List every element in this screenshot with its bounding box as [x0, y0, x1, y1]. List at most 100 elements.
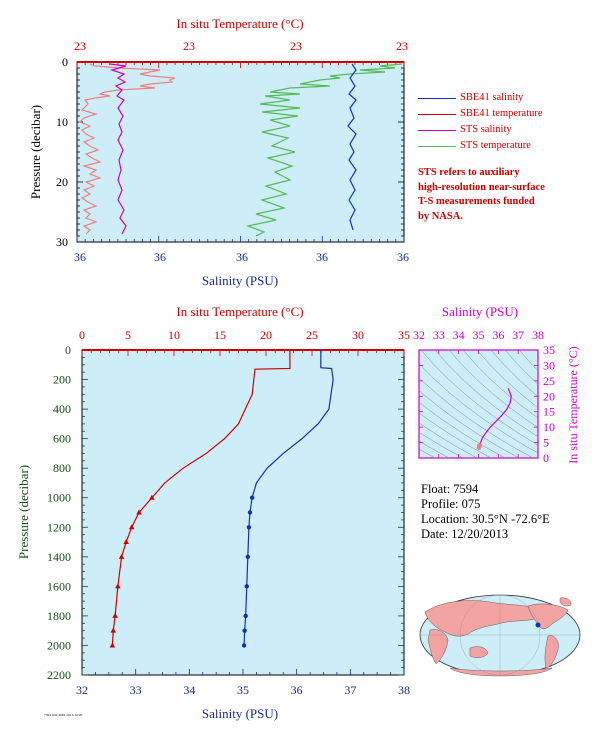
- ts-density-contours: [419, 350, 538, 458]
- top-sal-tick-1: 36: [74, 250, 86, 264]
- temperature-tick-label: 20: [260, 328, 272, 342]
- ts-temp-tick-label: 30: [543, 358, 555, 372]
- temperature-point: [118, 553, 125, 559]
- ts-salinity-tick-label: 32: [413, 328, 425, 342]
- sbe41-salinity-line: [243, 350, 334, 646]
- salinity-tick-label: 32: [76, 683, 88, 697]
- density-contour: [448, 350, 538, 428]
- pressure-tick-label: 1200: [47, 520, 71, 534]
- ts-temp-tick-label: 5: [543, 436, 549, 450]
- ts-temp-tick-label: 25: [543, 374, 555, 388]
- legend-label: SBE41 salinity: [460, 92, 524, 103]
- float-info: Float: 7594 Profile: 075 Location: 30.5°…: [421, 482, 550, 542]
- top-temp-axis-label: In situ Temperature (°C): [176, 16, 303, 31]
- density-contour: [419, 363, 538, 454]
- salinity-tick-label: 38: [398, 683, 410, 697]
- density-contour: [476, 350, 538, 409]
- ts-temp-tick-label: 15: [543, 405, 555, 419]
- ts-salinity-tick-labels: 32 33 34 35 36 37 38: [413, 328, 544, 342]
- temperature-tick-label: 25: [306, 328, 318, 342]
- legend-label: SBE41 temperature: [460, 108, 543, 119]
- salinity-tick-label: 36: [291, 683, 303, 697]
- salinity-point: [243, 613, 248, 619]
- top-sts-temperature-line: [245, 63, 403, 237]
- top-pres-tick-20: 20: [56, 175, 68, 189]
- bottom-temp-tick-labels: 0 5 10 15 20 25 30 35: [79, 328, 410, 342]
- bottom-plot-tickmarks: [81, 349, 405, 676]
- density-contour: [419, 440, 450, 458]
- top-pres-tick-10: 10: [56, 115, 68, 129]
- top-temp-tick-1: 23: [74, 39, 86, 53]
- float-location-marker: [535, 622, 541, 628]
- ts-temp-tick-label: 0: [543, 451, 549, 465]
- ts-tickmarks: [418, 349, 539, 459]
- temperature-point: [109, 642, 116, 648]
- bottom-temp-axis-label: In situ Temperature (°C): [176, 304, 303, 319]
- profile-date: Date: 12/20/2013: [421, 527, 509, 541]
- pressure-tick-label: 200: [53, 373, 71, 387]
- bottom-plot: In situ Temperature (°C) Salinity (PSU) …: [16, 304, 410, 721]
- bottom-salinity-tick-labels: 32 33 34 35 36 37 38: [76, 683, 410, 697]
- top-sal-tick-5: 36: [397, 250, 409, 264]
- bottom-plot-area: [81, 349, 405, 676]
- note-line: by NASA.: [418, 210, 463, 222]
- footer-tag: 7594 GM 4681 2013/12/20: [44, 713, 83, 717]
- temperature-tick-label: 35: [398, 328, 410, 342]
- salinity-point: [242, 628, 247, 633]
- ts-profile-line: [478, 388, 512, 448]
- ts-salinity-tick-label: 33: [433, 328, 445, 342]
- top-sal-tick-4: 36: [316, 250, 328, 264]
- note-line: high-resolution near-surface: [418, 181, 545, 193]
- sbe41-temperature-line: [111, 350, 291, 646]
- top-plot-area: [76, 61, 405, 243]
- legend: SBE41 salinity SBE41 temperature STS sal…: [418, 90, 543, 154]
- pressure-tick-label: 1000: [47, 491, 71, 505]
- legend-swatch-sts-temperature: [418, 145, 456, 147]
- density-contour: [462, 350, 538, 419]
- legend-label: STS salinity: [460, 124, 512, 135]
- bottom-pressure-tick-labels: 0 200 400 600 800 1000 1200 1400 1600 1800 2000 220…: [47, 343, 71, 682]
- float-location: Location: 30.5°N -72.6°E: [421, 512, 550, 526]
- density-contour: [419, 401, 506, 458]
- temperature-tick-label: 30: [352, 328, 364, 342]
- top-plot: In situ Temperature (°C) Salinity (PSU) …: [28, 16, 409, 288]
- legend-label: STS temperature: [460, 140, 531, 151]
- temperature-tick-label: 0: [79, 328, 85, 342]
- density-contour: [419, 422, 478, 458]
- note-line: STS refers to auxiliary: [418, 167, 520, 178]
- density-contour: [504, 350, 538, 385]
- density-contour: [419, 412, 492, 458]
- ts-temp-tick-label: 20: [543, 389, 555, 403]
- density-contour: [490, 350, 538, 397]
- top-temp-tick-4: 23: [396, 39, 408, 53]
- density-contour: [434, 350, 538, 438]
- salinity-point: [249, 495, 255, 500]
- top-temp-tick-2: 23: [183, 39, 195, 53]
- density-contour: [419, 377, 534, 458]
- top-salinity-axis-label: Salinity (PSU): [202, 273, 278, 288]
- float-id: Float: 7594: [421, 482, 479, 496]
- salinity-tick-label: 37: [344, 683, 356, 697]
- temperature-point: [123, 539, 129, 545]
- density-contour: [518, 350, 538, 372]
- bottom-salinity-axis-label: Salinity (PSU): [202, 706, 278, 721]
- ts-temp-tick-label: 10: [543, 420, 555, 434]
- ts-salinity-axis-label: Salinity (PSU): [442, 304, 518, 319]
- ts-series: [476, 388, 512, 451]
- legend-swatch-sts-salinity: [418, 129, 456, 131]
- bottom-pressure-axis-label: Pressure (decibar): [16, 465, 31, 559]
- salinity-point: [247, 510, 253, 515]
- salinity-tick-label: 33: [130, 683, 142, 697]
- ts-deep-cluster: [476, 445, 482, 451]
- legend-swatch-sbe41-temperature: [418, 113, 456, 115]
- temperature-point: [112, 612, 118, 618]
- temperature-tick-label: 5: [125, 328, 131, 342]
- ts-salinity-tick-label: 37: [512, 328, 524, 342]
- temperature-point: [128, 524, 135, 530]
- ts-plot-area: [418, 349, 539, 459]
- salinity-point: [244, 584, 249, 589]
- pressure-tick-label: 400: [53, 402, 71, 416]
- note-line: T-S measurements funded: [418, 196, 535, 207]
